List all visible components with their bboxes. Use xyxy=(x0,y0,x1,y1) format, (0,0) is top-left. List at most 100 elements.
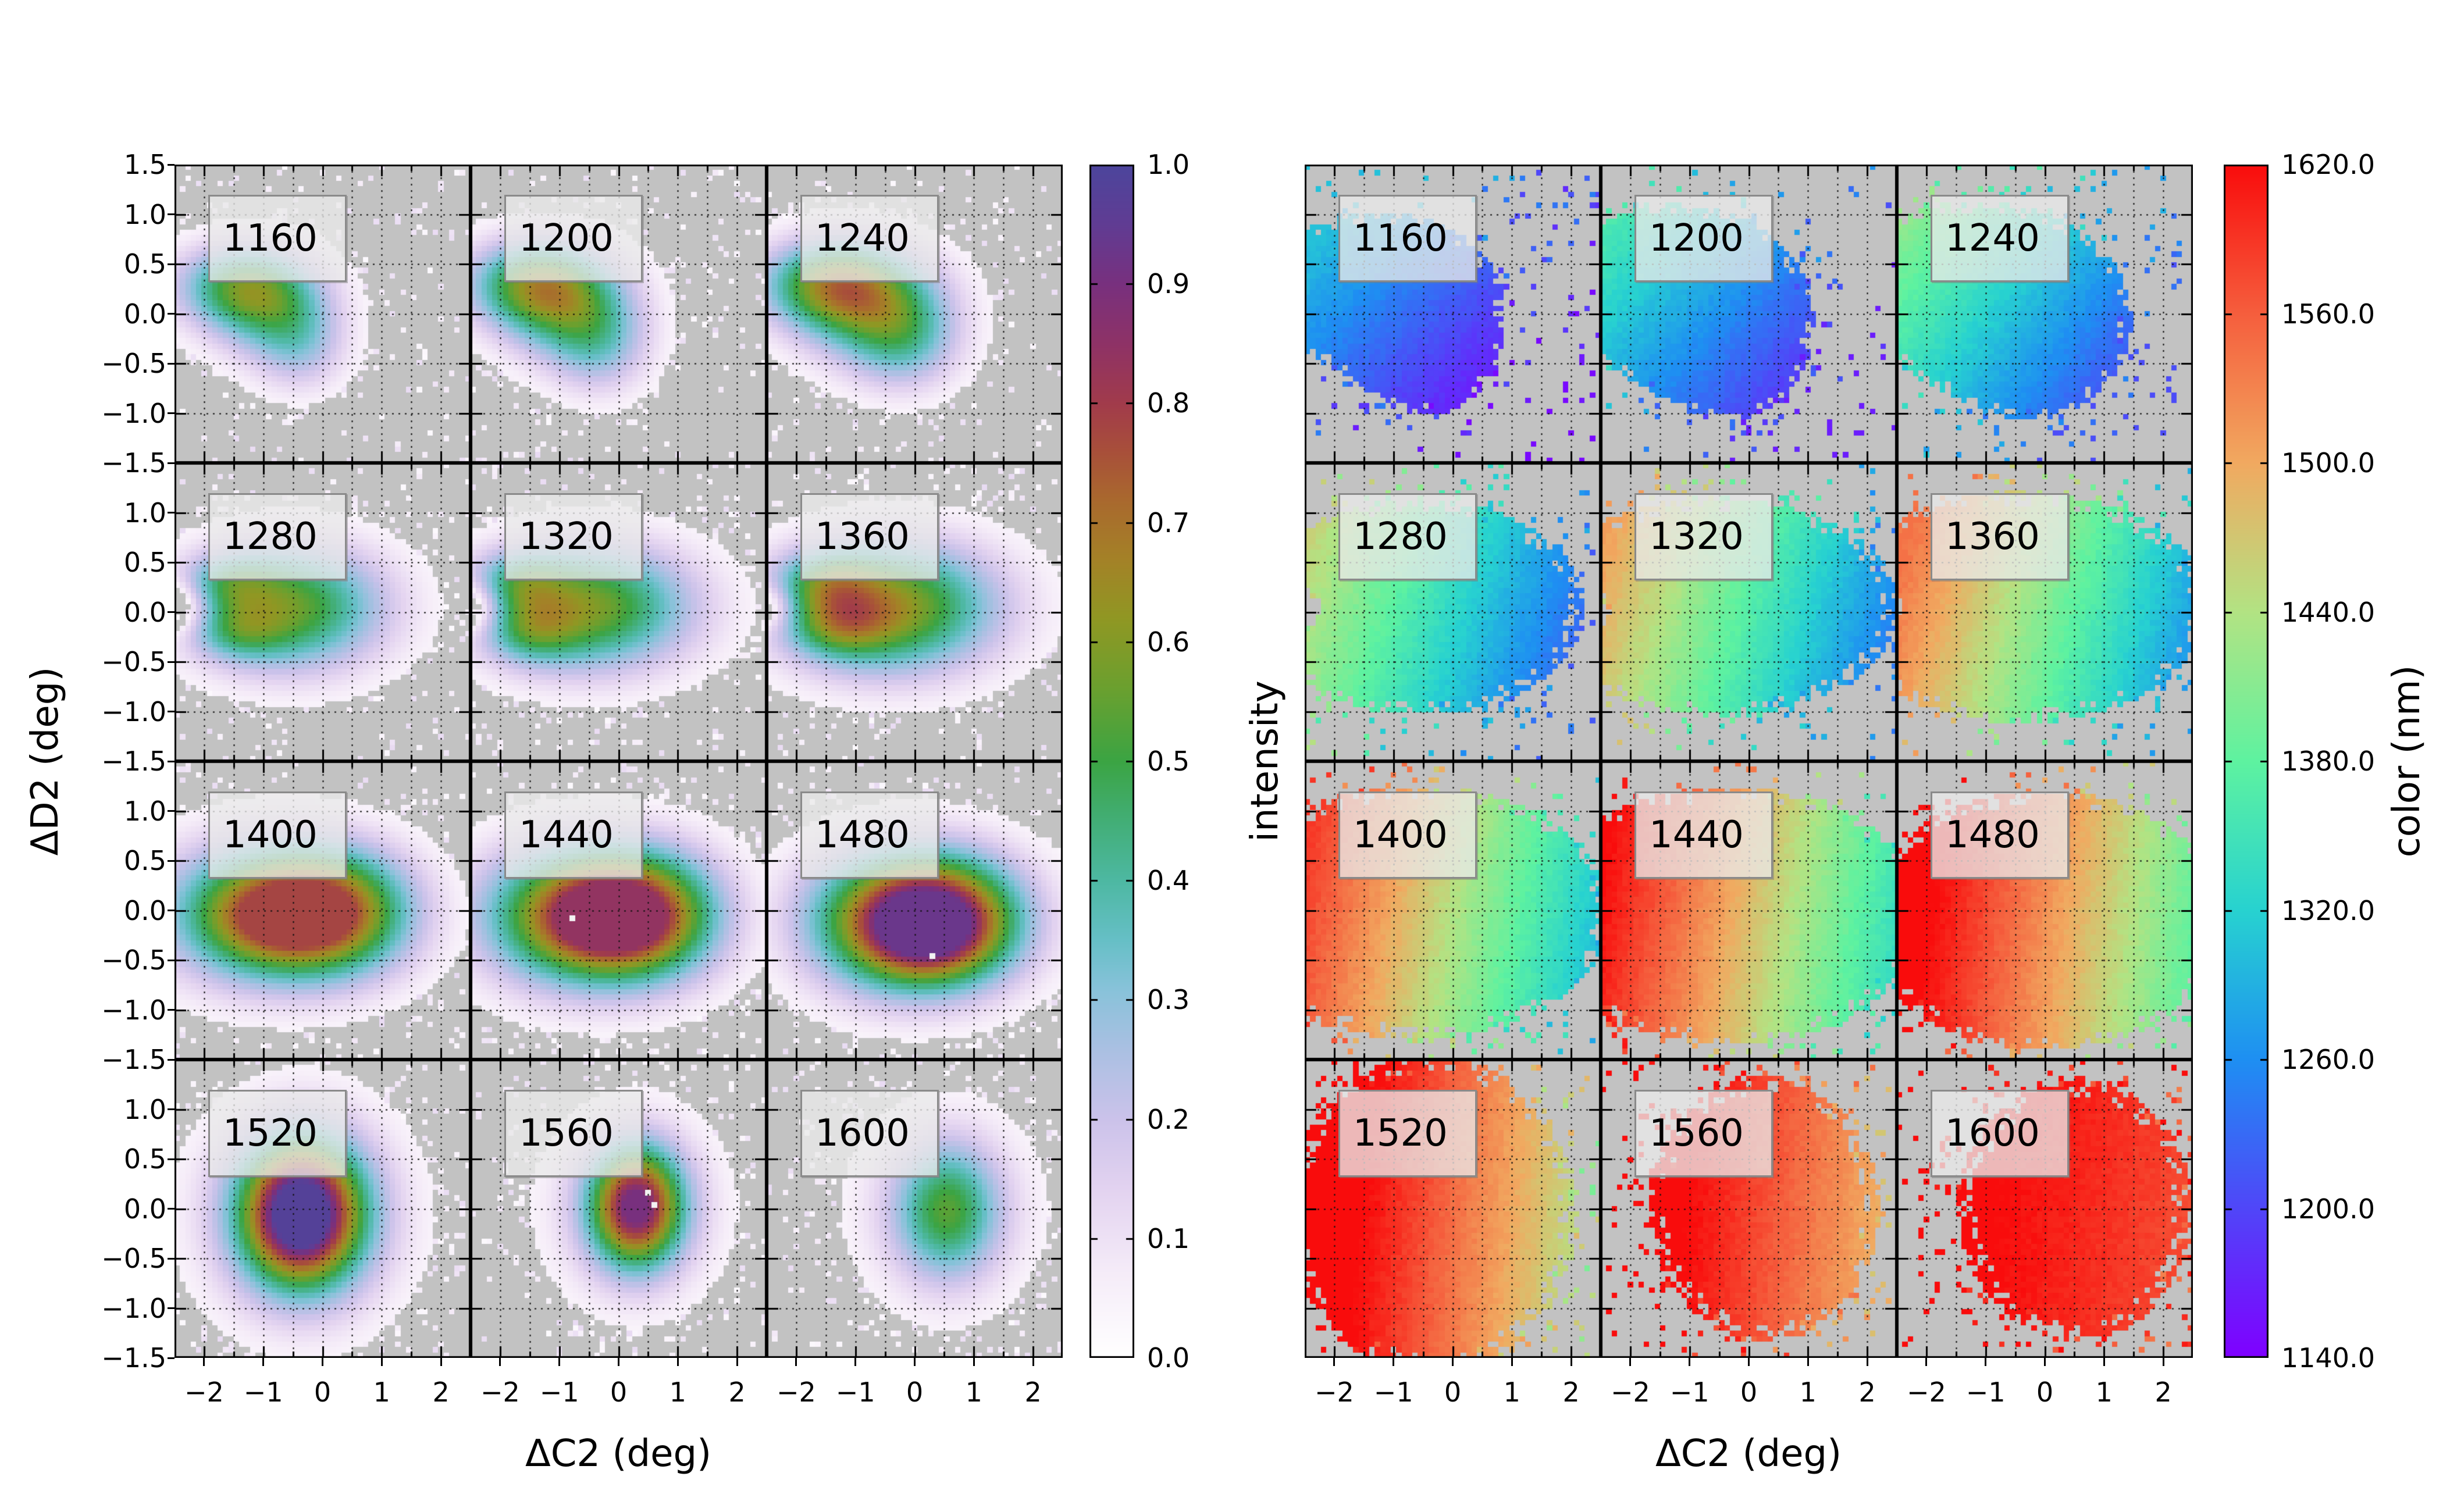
y-tick-mark xyxy=(168,711,174,712)
y-tick-label: 1.0 xyxy=(123,1093,166,1125)
y-axis-label: ΔD2 (deg) xyxy=(24,666,67,856)
x-tick-label: 1 xyxy=(965,1377,982,1408)
x-tick-mark xyxy=(1393,1358,1395,1366)
subplot-wavelength-label: 1160 xyxy=(1338,195,1477,282)
subplot-wavelength-label: 1240 xyxy=(800,195,939,282)
x-tick-label: −2 xyxy=(776,1377,816,1408)
x-tick-label: 0 xyxy=(610,1377,628,1408)
y-tick-mark xyxy=(168,512,174,513)
color-colorbar-tick-label: 1560.0 xyxy=(2281,298,2375,330)
x-tick-label: −1 xyxy=(1965,1377,2006,1408)
x-tick-label: 2 xyxy=(432,1377,450,1408)
y-tick-mark xyxy=(168,1058,174,1061)
color-colorbar-tick-label: 1320.0 xyxy=(2281,894,2375,926)
x-tick-label: 2 xyxy=(728,1377,746,1408)
x-axis-label-left: ΔC2 (deg) xyxy=(525,1432,712,1475)
x-tick-mark xyxy=(1511,1358,1513,1366)
x-axis-label-right: ΔC2 (deg) xyxy=(1655,1432,1842,1475)
x-tick-mark xyxy=(973,1358,975,1366)
intensity-colorbar-tick-label: 0.8 xyxy=(1147,387,1190,419)
x-tick-label: −2 xyxy=(1906,1377,1946,1408)
y-tick-label: −0.5 xyxy=(101,348,166,379)
y-tick-label: −1.5 xyxy=(101,746,166,777)
subplot-wavelength-label: 1320 xyxy=(504,493,643,580)
y-tick-mark xyxy=(168,462,174,464)
y-tick-mark xyxy=(168,561,174,564)
x-tick-label: 0 xyxy=(1740,1377,1758,1408)
y-tick-label: 0.0 xyxy=(123,1193,166,1225)
y-tick-label: −1.0 xyxy=(101,397,166,429)
subplot-wavelength-label: 1440 xyxy=(1634,791,1773,879)
x-tick-label: 0 xyxy=(1444,1377,1462,1408)
color-colorbar-tick-label: 1200.0 xyxy=(2281,1193,2375,1225)
subplot-wavelength-label: 1160 xyxy=(208,195,347,282)
x-tick-mark xyxy=(2162,1358,2164,1366)
x-tick-label: −2 xyxy=(1610,1377,1650,1408)
y-tick-label: 0.5 xyxy=(123,845,166,876)
x-tick-label: −1 xyxy=(243,1377,283,1408)
x-tick-label: −1 xyxy=(1373,1377,1413,1408)
x-tick-label: 0 xyxy=(314,1377,332,1408)
intensity-colorbar-tick-label: 0.0 xyxy=(1147,1342,1190,1374)
y-tick-mark xyxy=(168,263,174,265)
y-tick-mark xyxy=(168,810,174,812)
subplot-wavelength-label: 1360 xyxy=(800,493,939,580)
x-tick-label: 1 xyxy=(2095,1377,2113,1408)
y-tick-mark xyxy=(168,313,174,315)
y-tick-label: 1.5 xyxy=(123,149,166,180)
x-tick-label: 2 xyxy=(1858,1377,1876,1408)
x-tick-mark xyxy=(262,1358,265,1366)
x-tick-label: 0 xyxy=(906,1377,924,1408)
x-tick-label: 0 xyxy=(2036,1377,2054,1408)
y-tick-mark xyxy=(168,412,174,414)
x-tick-mark xyxy=(676,1358,679,1366)
x-tick-mark xyxy=(618,1358,619,1366)
intensity-colorbar-tick-label: 1.0 xyxy=(1147,149,1190,180)
y-tick-label: −1.0 xyxy=(101,994,166,1026)
intensity-colorbar-tick-label: 0.2 xyxy=(1147,1103,1190,1135)
x-tick-label: 1 xyxy=(669,1377,686,1408)
subplot-wavelength-label: 1320 xyxy=(1634,493,1773,580)
subplot-wavelength-label: 1520 xyxy=(1338,1090,1477,1177)
intensity-colorbar-tick-label: 0.1 xyxy=(1147,1222,1190,1254)
color-colorbar-tick-label: 1440.0 xyxy=(2281,596,2375,628)
y-tick-label: 0.5 xyxy=(123,248,166,280)
color-colorbar-tick-label: 1500.0 xyxy=(2281,447,2375,479)
y-tick-mark xyxy=(168,1158,174,1160)
y-tick-label: 1.0 xyxy=(123,795,166,827)
x-tick-mark xyxy=(1629,1358,1632,1366)
y-tick-label: −1.5 xyxy=(101,1044,166,1075)
x-tick-mark xyxy=(795,1358,797,1366)
subplot-wavelength-label: 1240 xyxy=(1931,195,2069,282)
y-tick-label: −1.0 xyxy=(101,696,166,728)
y-tick-mark xyxy=(168,959,174,961)
y-tick-label: −1.5 xyxy=(101,1342,166,1374)
intensity-colorbar-tick-label: 0.9 xyxy=(1147,268,1190,300)
y-tick-label: 1.0 xyxy=(123,497,166,529)
x-tick-mark xyxy=(380,1358,383,1366)
x-tick-mark xyxy=(1748,1358,1750,1366)
x-tick-mark xyxy=(2103,1358,2105,1366)
x-tick-mark xyxy=(736,1358,738,1366)
subplot-wavelength-label: 1280 xyxy=(1338,493,1477,580)
color-colorbar-tick-label: 1620.0 xyxy=(2281,149,2375,180)
x-tick-label: 2 xyxy=(1024,1377,1042,1408)
x-tick-mark xyxy=(914,1358,916,1366)
subplot-wavelength-label: 1200 xyxy=(1634,195,1773,282)
intensity-colorbar-tick-label: 0.4 xyxy=(1147,865,1190,897)
y-tick-label: −1.0 xyxy=(101,1292,166,1324)
y-tick-label: 1.0 xyxy=(123,198,166,230)
x-tick-mark xyxy=(499,1358,501,1366)
x-tick-mark xyxy=(1032,1358,1034,1366)
x-tick-mark xyxy=(558,1358,561,1366)
subplot-wavelength-label: 1560 xyxy=(504,1090,643,1177)
y-tick-mark xyxy=(168,1108,174,1110)
y-tick-mark xyxy=(168,1257,174,1260)
x-tick-mark xyxy=(1333,1358,1336,1366)
x-tick-label: 1 xyxy=(1799,1377,1817,1408)
x-tick-mark xyxy=(1985,1358,1987,1366)
x-tick-mark xyxy=(203,1358,205,1366)
y-tick-mark xyxy=(168,611,174,613)
subplot-wavelength-label: 1480 xyxy=(1931,791,2069,879)
